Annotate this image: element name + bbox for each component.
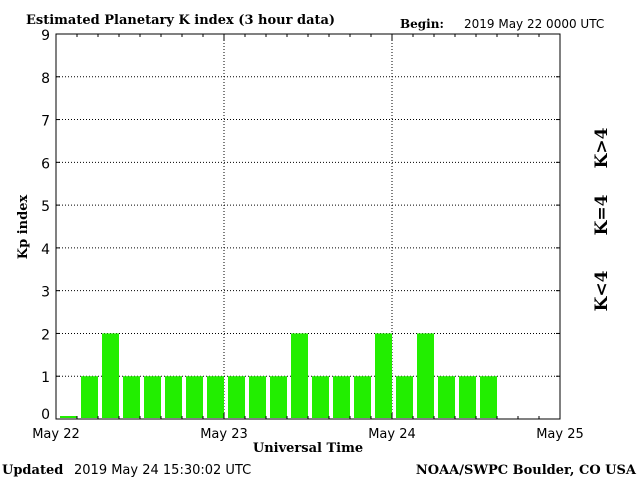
- y-tick-label: 0: [41, 407, 50, 423]
- y-axis-ticks: 0 1 2 3 4 5 6 7 8 9: [41, 28, 560, 423]
- updated-value: 2019 May 24 15:30:02 UTC: [74, 463, 251, 478]
- kp-bar: [228, 376, 245, 418]
- kp-bar: [459, 376, 476, 418]
- y-tick-label: 8: [41, 71, 50, 87]
- kp-bar: [144, 376, 161, 418]
- x-tick-label: May 23: [200, 427, 248, 442]
- chart-title: Estimated Planetary K index (3 hour data…: [26, 13, 335, 28]
- kp-bar: [312, 376, 329, 418]
- x-tick-label: May 22: [32, 427, 80, 442]
- grid-lines: [56, 34, 560, 419]
- kp-bar: [333, 376, 350, 418]
- updated-label: Updated: [2, 463, 63, 478]
- legend-k-below-4: K<4: [592, 270, 612, 311]
- kp-bar: [438, 376, 455, 418]
- kp-bar: [270, 376, 287, 418]
- begin-value: 2019 May 22 0000 UTC: [464, 17, 604, 31]
- kp-bar: [375, 333, 392, 418]
- y-tick-label: 4: [41, 242, 50, 258]
- kp-bar: [396, 376, 413, 418]
- y-tick-label: 1: [41, 370, 50, 386]
- kp-bar: [480, 376, 497, 418]
- kp-bar: [291, 333, 308, 418]
- y-axis-label: Kp index: [16, 195, 31, 260]
- begin-label: Begin:: [400, 17, 444, 31]
- source-credit: NOAA/SWPC Boulder, CO USA: [416, 463, 637, 478]
- kp-bar: [354, 376, 371, 418]
- x-axis-ticks: May 22 May 23 May 24 May 25: [32, 34, 584, 442]
- x-axis-label: Universal Time: [253, 441, 363, 456]
- y-tick-label: 9: [41, 28, 50, 44]
- x-tick-label: May 25: [536, 427, 584, 442]
- kp-bar: [123, 376, 140, 418]
- kp-bar: [186, 376, 203, 418]
- bars: [60, 333, 497, 418]
- y-tick-label: 7: [41, 114, 50, 130]
- y-tick-label: 3: [41, 285, 50, 301]
- kp-bar: [102, 333, 119, 418]
- kp-bar: [165, 376, 182, 418]
- y-tick-label: 6: [41, 156, 50, 172]
- kp-bar: [60, 416, 77, 418]
- y-tick-label: 5: [41, 199, 50, 215]
- kp-bar: [417, 333, 434, 418]
- kp-bar: [207, 376, 224, 418]
- y-tick-label: 2: [41, 327, 50, 343]
- kp-bar: [81, 376, 98, 418]
- legend-k-equals-4: K=4: [592, 194, 612, 235]
- kp-bar: [249, 376, 266, 418]
- legend-k-above-4: K>4: [592, 127, 612, 168]
- x-tick-label: May 24: [368, 427, 416, 442]
